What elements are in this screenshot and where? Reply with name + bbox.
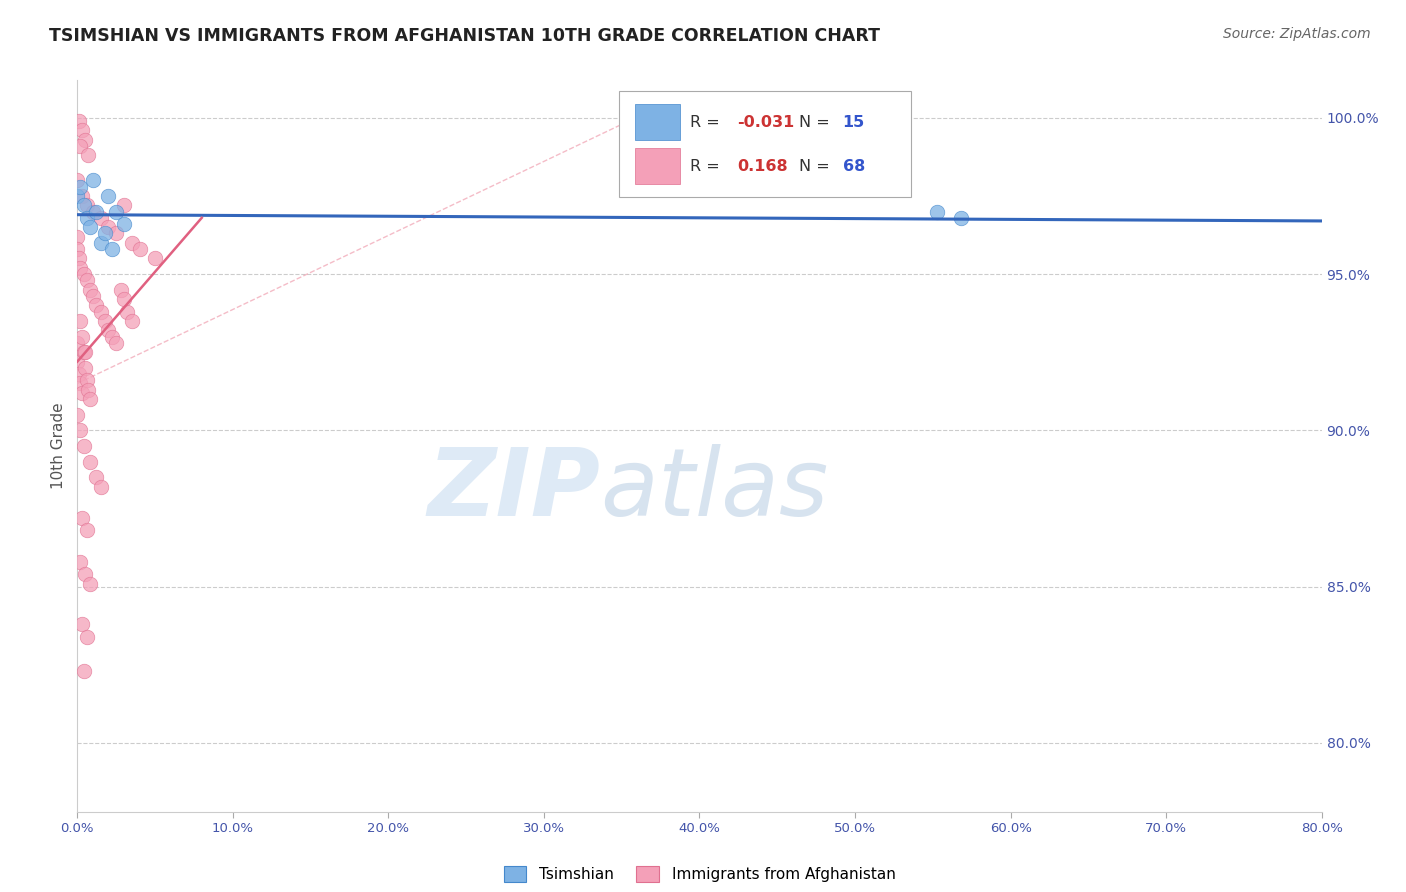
Text: -0.031: -0.031 xyxy=(737,115,794,130)
Point xyxy=(79,220,101,235)
Point xyxy=(97,323,120,337)
Point xyxy=(128,242,150,256)
Point xyxy=(100,329,122,343)
Y-axis label: 10th Grade: 10th Grade xyxy=(51,402,66,490)
Point xyxy=(112,198,135,212)
Point xyxy=(112,292,135,306)
Point xyxy=(79,576,101,591)
Point xyxy=(72,664,94,678)
Point xyxy=(97,189,120,203)
Point xyxy=(67,114,90,128)
Point xyxy=(72,439,94,453)
Text: R =: R = xyxy=(689,115,720,130)
Point xyxy=(76,211,98,225)
Text: 15: 15 xyxy=(842,115,865,130)
Point xyxy=(100,242,122,256)
Point xyxy=(76,198,98,212)
Point xyxy=(927,204,949,219)
FancyBboxPatch shape xyxy=(634,104,679,140)
Point xyxy=(105,227,128,241)
Point xyxy=(66,229,89,244)
Point xyxy=(77,383,100,397)
Legend: Tsimshian, Immigrants from Afghanistan: Tsimshian, Immigrants from Afghanistan xyxy=(498,860,901,888)
Point xyxy=(97,220,120,235)
Point xyxy=(66,354,89,368)
Point xyxy=(949,211,972,225)
Text: TSIMSHIAN VS IMMIGRANTS FROM AFGHANISTAN 10TH GRADE CORRELATION CHART: TSIMSHIAN VS IMMIGRANTS FROM AFGHANISTAN… xyxy=(49,27,880,45)
Point xyxy=(76,630,98,644)
Text: 68: 68 xyxy=(842,159,865,174)
Point xyxy=(77,148,100,162)
Point xyxy=(82,204,104,219)
Point xyxy=(67,252,90,266)
Text: atlas: atlas xyxy=(600,444,828,535)
Point xyxy=(72,198,94,212)
Point xyxy=(69,260,91,275)
Point xyxy=(72,267,94,281)
Point xyxy=(70,329,93,343)
Point xyxy=(105,204,128,219)
Point xyxy=(70,511,93,525)
Point xyxy=(72,345,94,359)
Point xyxy=(121,314,143,328)
Point xyxy=(75,133,97,147)
Point xyxy=(69,423,91,437)
Point xyxy=(66,173,89,187)
Text: ZIP: ZIP xyxy=(427,444,600,536)
Point xyxy=(76,524,98,538)
Point xyxy=(94,227,117,241)
Point xyxy=(79,283,101,297)
Text: N =: N = xyxy=(799,115,830,130)
Point xyxy=(121,235,143,250)
Text: 0.168: 0.168 xyxy=(737,159,787,174)
Point xyxy=(84,298,107,312)
Point xyxy=(70,617,93,632)
Point xyxy=(66,189,89,203)
Point xyxy=(75,360,97,375)
Point xyxy=(76,273,98,287)
Point xyxy=(82,173,104,187)
Point xyxy=(84,470,107,484)
Point xyxy=(76,373,98,387)
Point xyxy=(143,252,166,266)
Point xyxy=(90,211,112,225)
Point xyxy=(105,335,128,350)
Point xyxy=(79,392,101,406)
Point xyxy=(66,335,89,350)
Point xyxy=(69,314,91,328)
Point xyxy=(90,480,112,494)
Point xyxy=(112,217,135,231)
Point xyxy=(75,567,97,582)
Point xyxy=(67,367,90,381)
Point xyxy=(69,376,91,391)
Point xyxy=(69,139,91,153)
Point xyxy=(70,123,93,137)
Point xyxy=(70,189,93,203)
Point xyxy=(82,289,104,303)
Point xyxy=(69,179,91,194)
Text: R =: R = xyxy=(689,159,720,174)
Point xyxy=(115,304,138,318)
Point xyxy=(69,555,91,569)
Point xyxy=(84,204,107,219)
FancyBboxPatch shape xyxy=(634,148,679,184)
Text: N =: N = xyxy=(799,159,830,174)
Point xyxy=(70,385,93,400)
FancyBboxPatch shape xyxy=(619,91,911,197)
Point xyxy=(66,242,89,256)
Point xyxy=(75,345,97,359)
Text: Source: ZipAtlas.com: Source: ZipAtlas.com xyxy=(1223,27,1371,41)
Point xyxy=(90,235,112,250)
Point xyxy=(66,408,89,422)
Point xyxy=(94,314,117,328)
Point xyxy=(110,283,132,297)
Point xyxy=(90,304,112,318)
Point xyxy=(79,455,101,469)
